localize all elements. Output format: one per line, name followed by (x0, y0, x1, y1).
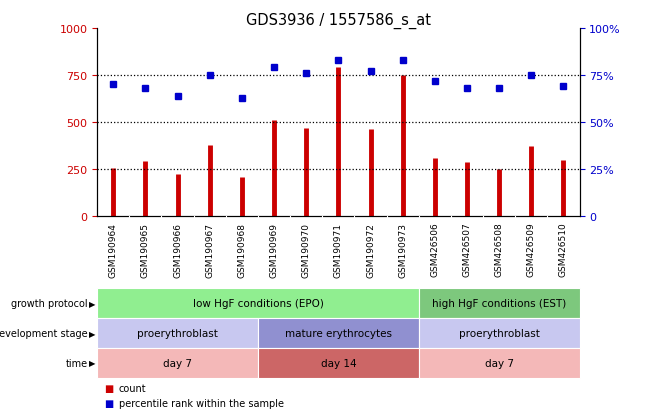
Bar (97, 348, 258, 378)
Bar (419, 289, 580, 318)
Text: GSM190970: GSM190970 (302, 222, 311, 277)
Text: high HgF conditions (EST): high HgF conditions (EST) (432, 299, 566, 309)
Bar (419, 318, 580, 348)
Text: GSM426506: GSM426506 (430, 222, 440, 277)
Text: GSM426510: GSM426510 (559, 222, 568, 277)
Text: GSM426508: GSM426508 (494, 222, 504, 277)
Text: ■: ■ (104, 383, 113, 393)
Text: time: time (66, 358, 88, 368)
Text: growth protocol: growth protocol (11, 299, 88, 309)
Bar (419, 348, 580, 378)
Bar (97, 289, 419, 318)
Text: mature erythrocytes: mature erythrocytes (285, 328, 392, 338)
Bar (258, 318, 419, 348)
Text: GSM190973: GSM190973 (398, 222, 407, 277)
Text: GSM190971: GSM190971 (334, 222, 343, 277)
Text: ▶: ▶ (89, 299, 96, 308)
Text: proerythroblast: proerythroblast (459, 328, 539, 338)
Text: day 7: day 7 (484, 358, 514, 368)
Bar (258, 348, 419, 378)
Text: proerythroblast: proerythroblast (137, 328, 218, 338)
Text: count: count (119, 383, 146, 393)
Text: GSM190966: GSM190966 (173, 222, 182, 277)
Text: GSM426507: GSM426507 (462, 222, 472, 277)
Text: GSM190972: GSM190972 (366, 222, 375, 277)
Text: GSM190968: GSM190968 (237, 222, 247, 277)
Text: GSM190969: GSM190969 (269, 222, 279, 277)
Text: ■: ■ (104, 398, 113, 408)
Text: development stage: development stage (0, 328, 88, 338)
Text: percentile rank within the sample: percentile rank within the sample (119, 398, 283, 408)
Title: GDS3936 / 1557586_s_at: GDS3936 / 1557586_s_at (246, 13, 431, 29)
Text: ▶: ▶ (89, 329, 96, 338)
Text: GSM190967: GSM190967 (205, 222, 214, 277)
Text: day 14: day 14 (320, 358, 356, 368)
Text: GSM190964: GSM190964 (109, 222, 118, 277)
Text: GSM426509: GSM426509 (527, 222, 536, 277)
Text: GSM190965: GSM190965 (141, 222, 150, 277)
Text: ▶: ▶ (89, 358, 96, 368)
Text: low HgF conditions (EPO): low HgF conditions (EPO) (192, 299, 324, 309)
Text: day 7: day 7 (163, 358, 192, 368)
Bar (97, 318, 258, 348)
